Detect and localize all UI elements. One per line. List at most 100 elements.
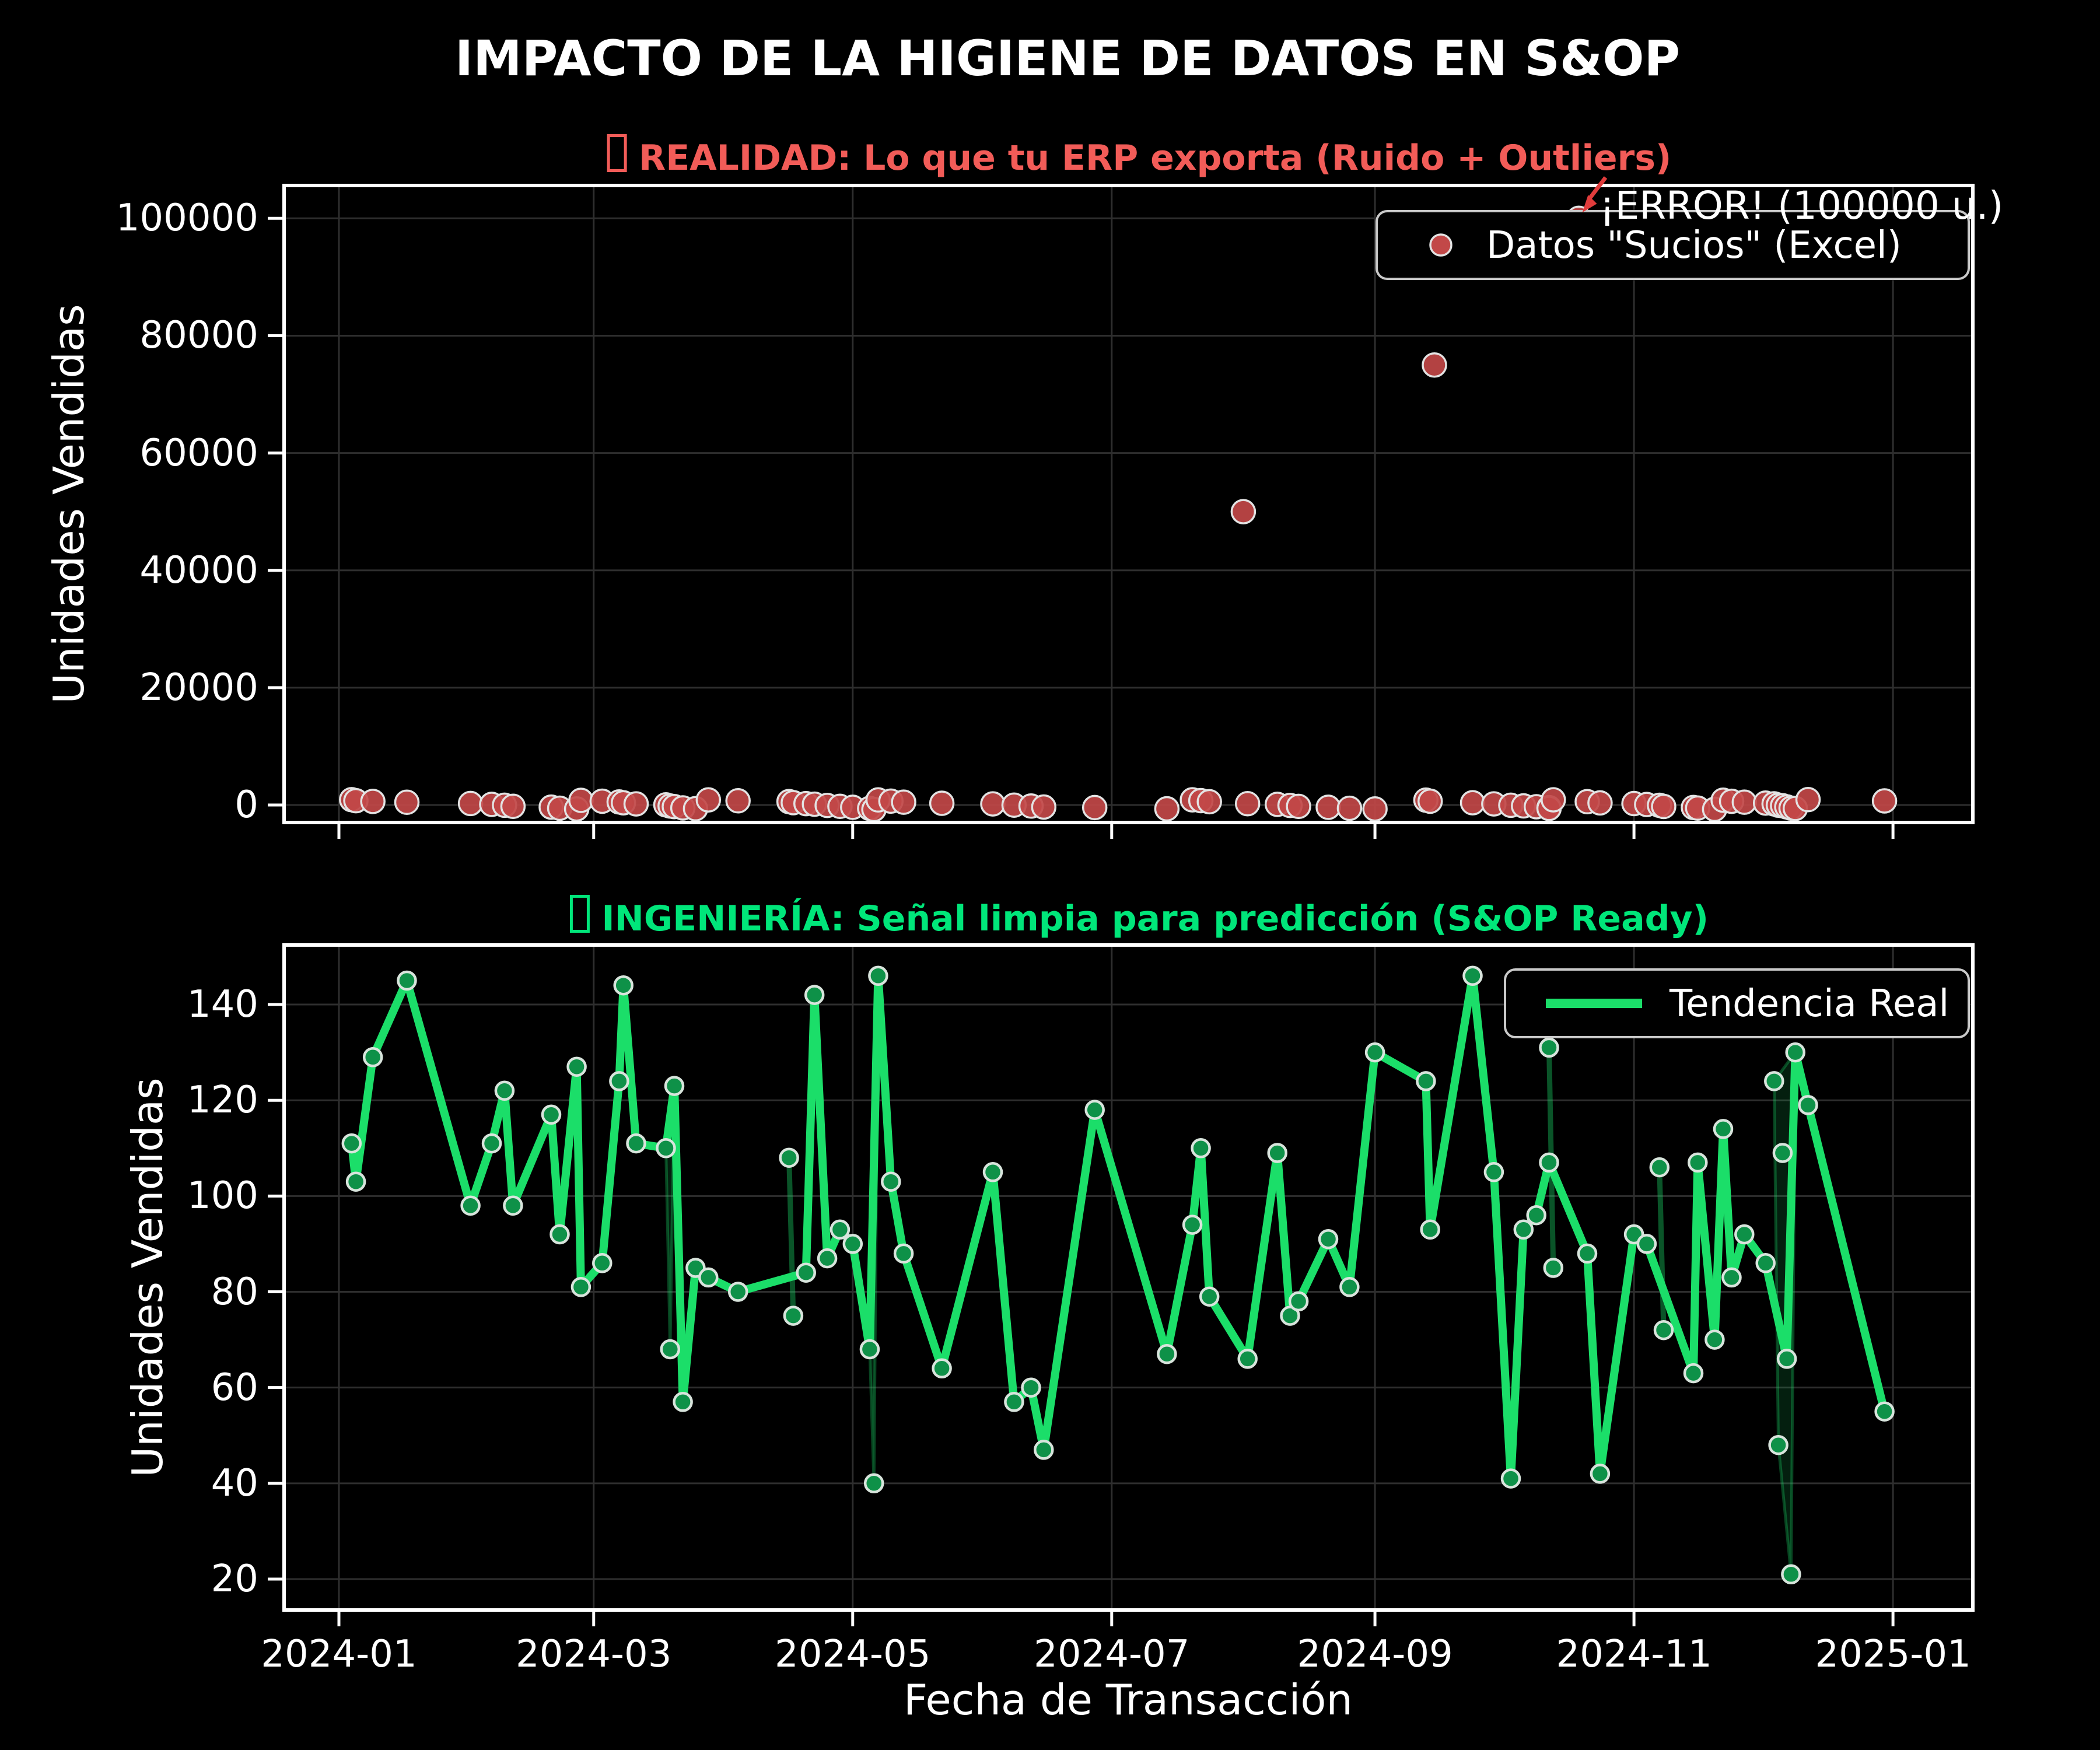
trend-marker xyxy=(842,1234,863,1254)
trend-marker xyxy=(698,1267,719,1288)
trend-marker xyxy=(1713,1119,1734,1139)
scatter-point xyxy=(1336,795,1363,821)
scatter-point xyxy=(1031,794,1057,820)
scatter-point xyxy=(695,787,722,813)
excursion-marker xyxy=(1543,1258,1564,1278)
scatter-point xyxy=(1587,790,1613,816)
trend-marker xyxy=(982,1162,1003,1182)
trend-marker xyxy=(1416,1071,1436,1091)
y-tick-label: 60000 xyxy=(139,431,258,475)
scatter-point xyxy=(1460,790,1486,816)
scatter-point xyxy=(1315,794,1341,820)
trend-marker xyxy=(1318,1228,1339,1250)
x-tick-label: 2025-01 xyxy=(1815,1633,1971,1676)
x-tick-label: 2024-01 xyxy=(261,1633,417,1676)
trend-marker xyxy=(893,1243,914,1264)
trend-marker xyxy=(1734,1224,1755,1245)
excursion-marker xyxy=(783,1306,804,1326)
trend-marker xyxy=(592,1253,612,1273)
scatter-point xyxy=(568,788,594,813)
annotation-arrow xyxy=(1587,176,1608,201)
trend-marker xyxy=(1500,1468,1521,1489)
trend-marker xyxy=(1339,1277,1360,1297)
scatter-point xyxy=(394,789,420,816)
trend-marker xyxy=(397,970,417,991)
trend-marker xyxy=(1420,1219,1440,1240)
scatter-point xyxy=(623,791,649,817)
trend-marker xyxy=(1513,1219,1534,1240)
excursion-marker xyxy=(1772,1143,1793,1163)
excursion-marker xyxy=(660,1339,681,1360)
trend-marker xyxy=(1688,1152,1708,1173)
excursion-marker xyxy=(1539,1037,1559,1058)
scatter-point xyxy=(1871,788,1898,814)
subplot-title-realidad: REALIDAD: Lo que tu ERP exporta (Ruido +… xyxy=(607,134,1672,178)
trend-marker xyxy=(550,1224,570,1245)
trend-marker xyxy=(494,1080,515,1101)
y-axis-label-bottom: Unidades Vendidas xyxy=(123,1077,172,1478)
y-tick-label: 120 xyxy=(187,1079,258,1122)
trend-marker xyxy=(881,1171,901,1192)
trend-line xyxy=(347,971,1889,1483)
y-tick-label: 100000 xyxy=(116,197,258,240)
trend-marker xyxy=(1288,1291,1309,1312)
scatter-point xyxy=(1286,793,1311,820)
y-tick-label: 40000 xyxy=(139,548,258,592)
trend-marker xyxy=(1004,1392,1024,1412)
legend-label-tendencia-real: Tendencia Real xyxy=(1670,982,1950,1026)
trend-marker xyxy=(362,1047,383,1068)
excursion-marker xyxy=(1649,1157,1670,1178)
trend-marker xyxy=(804,985,825,1005)
trend-marker xyxy=(1798,1095,1818,1115)
legend-label-datos-sucios: Datos "Sucios" (Excel) xyxy=(1486,224,1902,267)
missing-emoji-icon xyxy=(607,134,627,173)
scatter-point xyxy=(1541,787,1566,813)
trend-marker xyxy=(1874,1401,1895,1422)
y-tick-label: 20000 xyxy=(139,666,258,709)
trend-marker xyxy=(1590,1464,1611,1484)
trend-marker xyxy=(727,1282,748,1302)
trend-marker xyxy=(481,1133,502,1154)
trend-marker xyxy=(1683,1363,1704,1384)
y-tick-label: 80 xyxy=(211,1270,258,1314)
excursion-marker xyxy=(1768,1434,1788,1455)
scatter-point xyxy=(1234,790,1261,817)
main-title: IMPACTO DE LA HIGIENE DE DATOS EN S&OP xyxy=(454,30,1681,87)
trend-marker xyxy=(541,1104,562,1125)
trend-marker xyxy=(817,1248,838,1269)
x-tick-label: 2024-09 xyxy=(1297,1633,1453,1676)
scatter-point xyxy=(1795,787,1821,813)
trend-marker xyxy=(1776,1349,1797,1369)
scatter-point xyxy=(1417,788,1443,814)
subplot-title-ingenieria: INGENIERÍA: Señal limpia para predicción… xyxy=(569,895,1709,936)
x-tick-label: 2024-03 xyxy=(516,1633,672,1676)
trend-marker xyxy=(570,1277,592,1297)
trend-marker xyxy=(1199,1286,1220,1307)
trend-marker xyxy=(1483,1162,1504,1182)
subplot-title-realidad-text: REALIDAD: Lo que tu ERP exporta (Ruido +… xyxy=(639,138,1672,178)
raw-excursion-line xyxy=(786,1157,796,1316)
trend-marker xyxy=(626,1133,646,1154)
excursion-marker xyxy=(863,1473,884,1494)
x-axis-label: Fecha de Transacción xyxy=(903,1675,1353,1724)
trend-marker xyxy=(1084,1100,1105,1120)
trend-marker xyxy=(664,1076,685,1096)
x-tick-label: 2024-05 xyxy=(775,1633,931,1676)
trend-marker xyxy=(341,1133,362,1154)
scatter-point xyxy=(1154,796,1180,822)
trend-marker xyxy=(859,1339,880,1360)
trend-marker xyxy=(1267,1143,1287,1163)
trend-marker xyxy=(796,1262,816,1283)
trend-marker xyxy=(1021,1377,1041,1398)
trend-marker xyxy=(345,1171,366,1192)
legend-marker-dot xyxy=(1429,233,1452,257)
y-tick-label: 40 xyxy=(211,1461,258,1505)
scatter-point xyxy=(891,789,916,815)
trend-marker xyxy=(656,1138,676,1158)
trend-marker xyxy=(673,1392,693,1412)
trend-marker xyxy=(1182,1214,1203,1235)
raw-excursion-line xyxy=(1657,1167,1667,1331)
trend-marker xyxy=(932,1358,952,1379)
